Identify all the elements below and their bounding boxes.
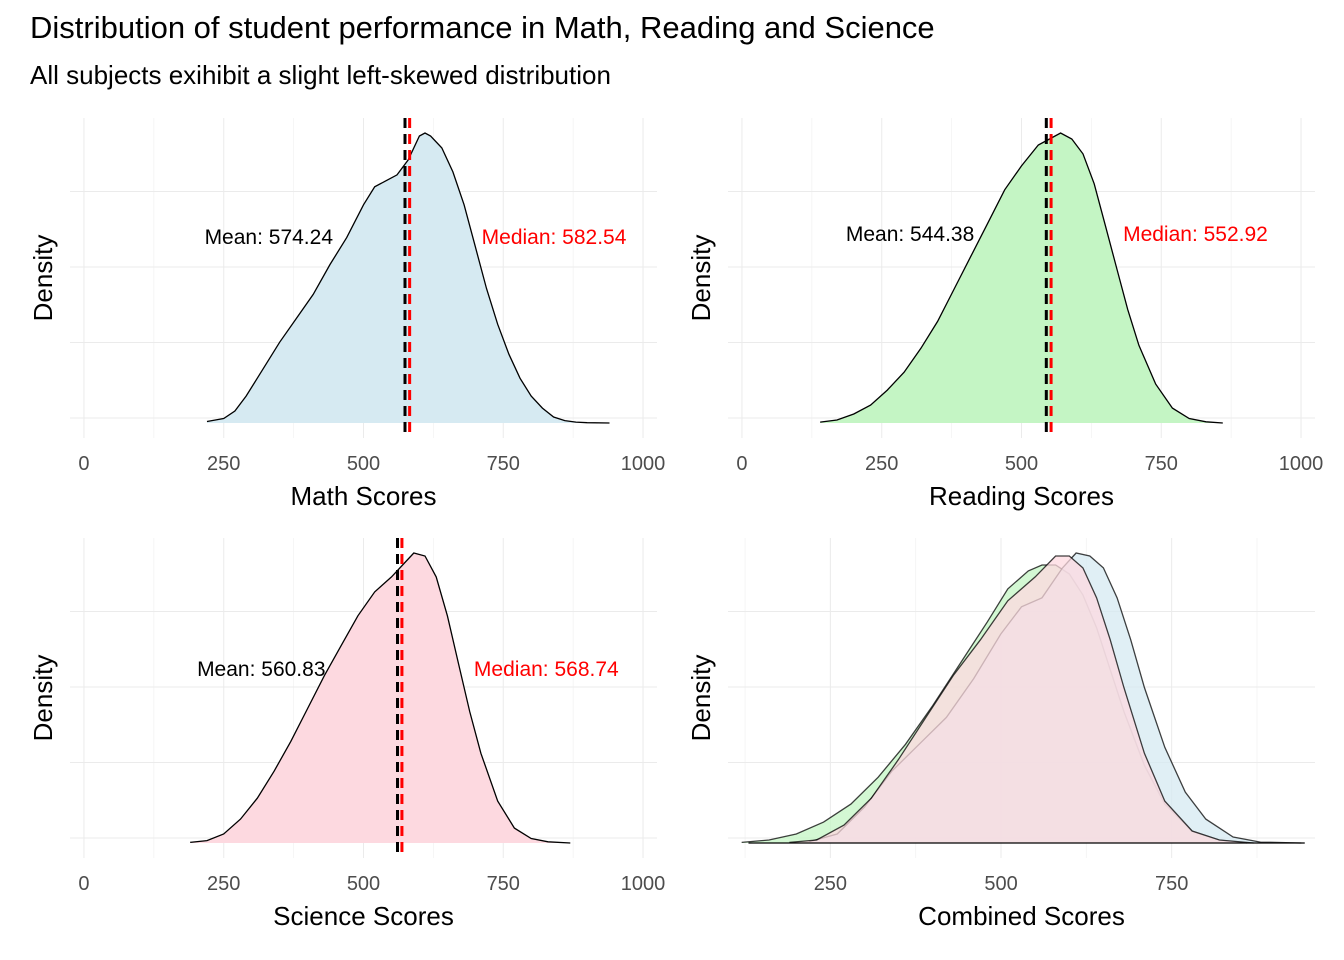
x-tick-label: 750 xyxy=(487,873,520,895)
panel-2: Mean: 544.38 Median: 552.92 0 250 500 750 1000… xyxy=(686,118,1323,511)
x-tick-label: 1000 xyxy=(621,453,666,475)
y-axis-label: Density xyxy=(28,235,58,322)
x-tick-label: 750 xyxy=(1155,873,1188,895)
x-tick-label: 500 xyxy=(1005,453,1038,475)
density-area xyxy=(789,556,1254,843)
y-axis-label: Density xyxy=(686,655,716,742)
median-label: Median: 582.54 xyxy=(482,226,627,249)
x-tick-label: 250 xyxy=(207,453,240,475)
y-axis-label: Density xyxy=(28,655,58,742)
density-line xyxy=(189,552,571,844)
x-tick-label: 250 xyxy=(865,453,898,475)
mean-label: Mean: 560.83 xyxy=(197,658,325,681)
density-line xyxy=(820,132,1223,424)
density-line xyxy=(206,132,610,424)
chart-title: Distribution of student performance in M… xyxy=(30,10,935,45)
x-axis-label: Reading Scores xyxy=(929,481,1114,511)
x-tick-label: 1000 xyxy=(621,873,666,895)
x-tick-label: 500 xyxy=(984,873,1017,895)
median-label: Median: 568.74 xyxy=(474,658,619,681)
density-area xyxy=(190,553,571,843)
x-axis-label: Science Scores xyxy=(273,901,454,931)
x-tick-label: 500 xyxy=(347,453,380,475)
x-tick-label: 1000 xyxy=(1279,453,1324,475)
chart-subtitle: All subjects exihibit a slight left-skew… xyxy=(30,60,611,90)
panel-3: Mean: 560.83 Median: 568.74 0 250 500 750 1000… xyxy=(28,538,665,931)
median-label: Median: 552.92 xyxy=(1123,223,1268,246)
x-tick-label: 0 xyxy=(78,453,89,475)
x-tick-label: 250 xyxy=(814,873,847,895)
x-tick-label: 750 xyxy=(487,453,520,475)
panel-4: 250 500 750 Combined Scores Density xyxy=(686,538,1315,931)
x-tick-label: 0 xyxy=(78,873,89,895)
mean-label: Mean: 544.38 xyxy=(846,223,974,246)
x-tick-label: 0 xyxy=(736,453,747,475)
panel-1: Mean: 574.24 Median: 582.54 0 250 500 750 1000… xyxy=(28,118,665,511)
x-tick-label: 750 xyxy=(1145,453,1178,475)
x-tick-label: 250 xyxy=(207,873,240,895)
mean-label: Mean: 574.24 xyxy=(205,226,334,249)
density-area xyxy=(820,133,1223,423)
x-axis-label: Math Scores xyxy=(291,481,437,511)
x-tick-label: 500 xyxy=(347,873,380,895)
density-line xyxy=(789,555,1254,844)
x-axis-label: Combined Scores xyxy=(918,901,1125,931)
y-axis-label: Density xyxy=(686,235,716,322)
